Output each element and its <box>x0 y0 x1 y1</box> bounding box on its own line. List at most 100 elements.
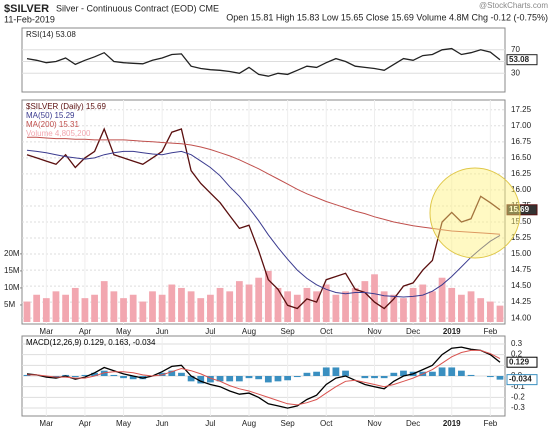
bar <box>168 370 176 376</box>
x-tick-label: Oct <box>320 327 333 336</box>
series-line <box>26 47 501 77</box>
highlight-circle <box>429 167 521 259</box>
bar <box>235 281 243 322</box>
y-tick-label: -0.1 <box>511 382 525 391</box>
bar <box>458 294 465 322</box>
bar <box>390 294 398 322</box>
x-tick-label: Apr <box>79 327 92 336</box>
bar <box>207 376 214 383</box>
bar <box>400 370 407 376</box>
bar <box>81 298 89 322</box>
bar <box>274 287 282 322</box>
bar <box>110 291 118 322</box>
last-value-box <box>506 356 538 368</box>
y-tick-label: -0.2 <box>511 392 525 401</box>
bar <box>361 281 369 322</box>
bar <box>207 294 214 322</box>
bar <box>303 287 311 322</box>
source: @StockCharts.com <box>479 1 548 10</box>
x-tick-label: Jul <box>205 419 215 428</box>
x-tick-label: Nov <box>367 419 381 428</box>
bar <box>332 367 340 376</box>
x-tick-label: Aug <box>242 419 256 428</box>
bar <box>264 270 272 322</box>
bar <box>23 374 31 376</box>
bar <box>110 374 118 376</box>
y-tick-label: 0.3 <box>511 339 523 348</box>
bar <box>284 291 292 322</box>
legend-entry: $SILVER (Daily) 15.69 <box>26 102 106 111</box>
bar <box>342 370 349 376</box>
y2-tick-label: 10M <box>4 283 20 292</box>
x-tick-label: Nov <box>367 327 381 336</box>
series-line <box>26 127 501 310</box>
y2-tick-label: 20M <box>4 249 20 258</box>
bar <box>429 291 436 322</box>
bar <box>486 301 494 322</box>
x-tick-label: Feb <box>483 419 497 428</box>
bar <box>255 376 263 380</box>
bar <box>351 287 359 322</box>
bar <box>235 376 243 382</box>
bar <box>448 367 456 376</box>
legend-entry: MACD(12,26,9) 0.129, 0.163, -0.034 <box>26 338 156 347</box>
bar <box>62 294 69 322</box>
bar <box>71 376 79 378</box>
y-tick-label: 16.50 <box>511 153 532 162</box>
y-tick-label: 17.25 <box>511 105 532 114</box>
bar <box>380 376 388 379</box>
bar <box>448 287 456 322</box>
bar <box>496 376 504 380</box>
symbol: $SILVER <box>4 3 49 15</box>
x-tick-label: Sep <box>281 419 296 428</box>
bar <box>438 277 446 322</box>
bar <box>371 376 378 379</box>
bar <box>322 284 330 322</box>
x-tick-label: Jun <box>156 419 169 428</box>
bar <box>168 284 176 322</box>
y-tick-label: 15.50 <box>511 217 532 226</box>
bar <box>158 294 166 322</box>
bar <box>409 287 417 322</box>
series-line <box>27 136 501 235</box>
legend-entry: Volume 4,805,200 <box>26 129 91 138</box>
x-tick-label: Jun <box>156 327 169 336</box>
bar <box>91 294 98 322</box>
bar <box>467 374 475 376</box>
bar <box>52 291 60 322</box>
y-tick-label: 30 <box>511 68 520 77</box>
y2-tick-label: 5M <box>4 300 15 309</box>
bar <box>255 277 263 322</box>
bar <box>42 298 50 322</box>
x-tick-label: Oct <box>320 419 333 428</box>
date: 11-Feb-2019 <box>4 14 55 24</box>
bar <box>71 287 79 322</box>
last-value-box <box>506 204 538 216</box>
bar <box>486 376 494 378</box>
legend-entry: MA(200) 15.31 <box>26 120 79 129</box>
bar <box>197 298 205 322</box>
bar <box>216 287 224 322</box>
x-tick-label: 2019 <box>443 327 461 336</box>
bar <box>226 291 234 322</box>
bar <box>332 294 340 322</box>
bar <box>120 376 127 379</box>
bar <box>390 372 398 376</box>
bar <box>313 371 320 376</box>
last-value-label: 53.08 <box>509 55 530 64</box>
bar <box>178 287 185 322</box>
last-value-box <box>506 54 538 66</box>
bar <box>380 291 388 322</box>
bar <box>52 376 60 378</box>
bar <box>129 376 137 380</box>
bar <box>100 370 108 376</box>
bar <box>226 376 234 382</box>
bar <box>33 294 41 322</box>
bar <box>361 376 369 379</box>
bar <box>139 301 147 322</box>
y-tick-label: 14.25 <box>511 297 532 306</box>
bar <box>400 298 407 322</box>
bar <box>129 294 137 322</box>
bar <box>429 371 436 376</box>
